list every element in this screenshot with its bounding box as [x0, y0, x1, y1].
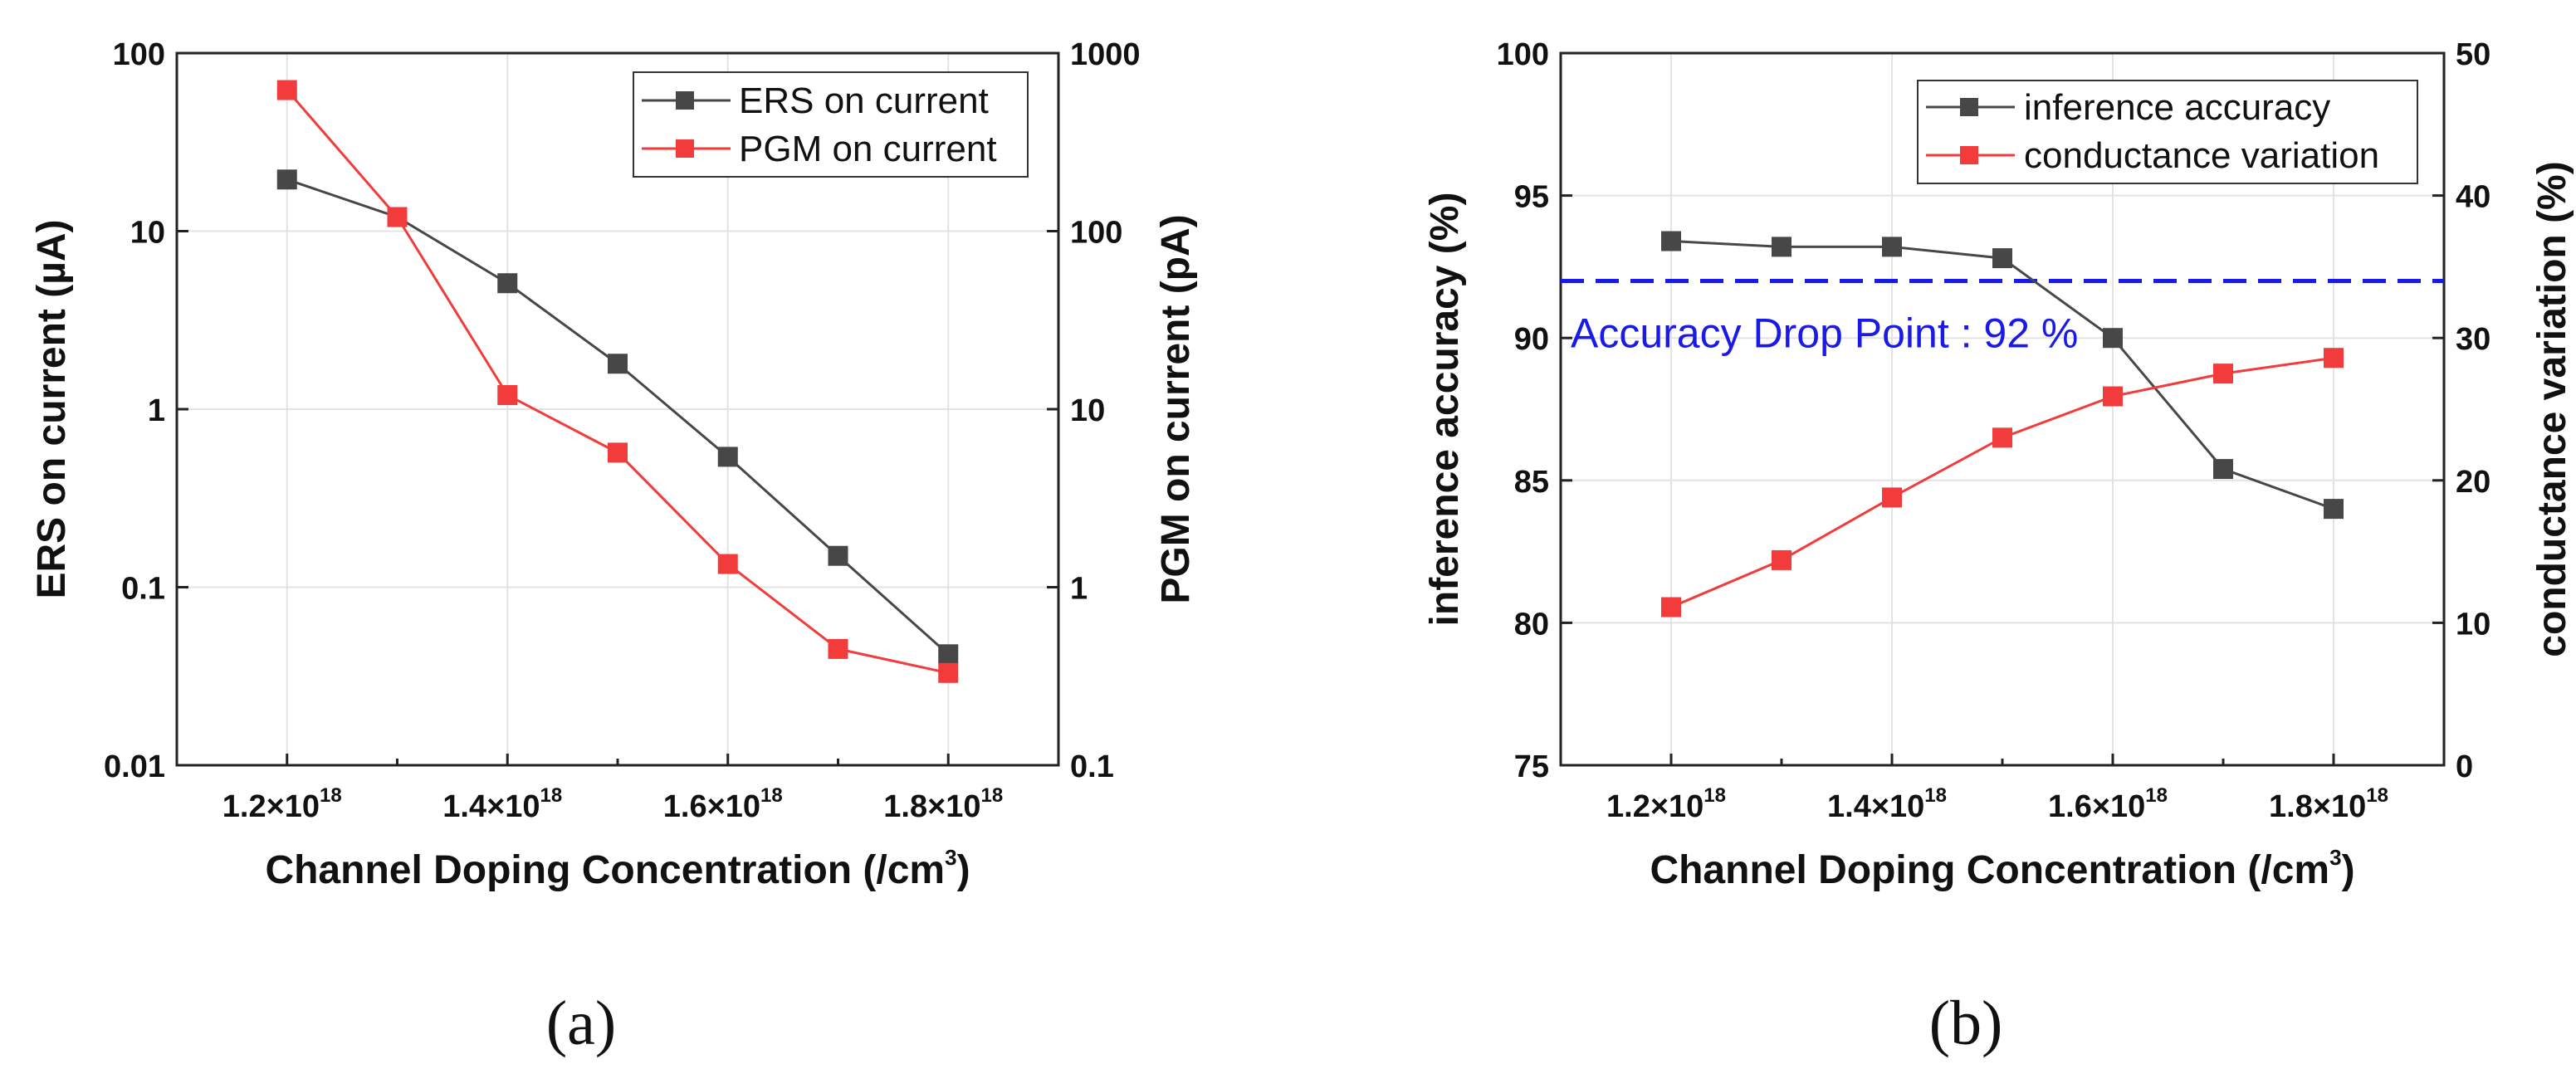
chart-b-series — [1661, 231, 2344, 617]
y2-tick-label: 1 — [1070, 572, 1088, 607]
y2-tick-label: 20 — [2456, 465, 2490, 500]
data-point-series-1 — [608, 354, 628, 374]
y2-tick-label: 100 — [1070, 216, 1122, 251]
chart-b-x-axis-label: Channel Doping Concentration (/cm3) — [1650, 845, 2354, 892]
panel-label-a: (a) — [546, 988, 616, 1058]
x-tick-label: 1.8×1018 — [883, 784, 1003, 824]
x-tick-label: 1.8×1018 — [2269, 784, 2388, 824]
y2-tick-label: 50 — [2456, 37, 2490, 72]
series-line-2 — [1670, 356, 2334, 608]
data-point-series-1 — [1992, 248, 2012, 269]
y-tick-label: 100 — [113, 37, 165, 72]
reference-line-label: Accuracy Drop Point : 92 % — [1571, 310, 2078, 357]
chart-b-axis-ticks: 1.2×1018 1.4×1018 1.6×1018 1.8×1018 75 80 85 90… — [1497, 37, 2491, 824]
y-tick-label: 10 — [130, 216, 165, 251]
y2-tick-label: 10 — [2456, 607, 2490, 642]
y2-tick-label: 0.1 — [1070, 749, 1114, 784]
data-point-series-2 — [276, 80, 297, 100]
data-point-series-2 — [2213, 364, 2233, 384]
data-point-series-1 — [828, 545, 848, 566]
data-point-series-1 — [2213, 459, 2233, 480]
chart-a-y2-axis-label: PGM on current (pA) — [1154, 214, 1198, 603]
x-tick-label: 1.2×1018 — [1606, 784, 1726, 824]
y-tick-label: 80 — [1514, 607, 1549, 642]
y-tick-label: 0.01 — [104, 749, 165, 784]
data-point-series-2 — [938, 662, 959, 683]
y2-tick-label: 40 — [2456, 180, 2490, 215]
legend-a-pgm-label: PGM on current — [739, 129, 997, 169]
chart-a-series — [276, 80, 959, 683]
chart-b-y-axis-label: inference accuracy (%) — [1423, 193, 1467, 627]
legend-a-ers-label: ERS on current — [739, 81, 989, 121]
data-point-series-2 — [608, 442, 628, 463]
data-point-series-1 — [1661, 231, 1681, 251]
data-point-series-1 — [1772, 237, 1791, 257]
data-point-series-1 — [717, 447, 738, 467]
data-point-series-2 — [387, 207, 408, 227]
legend-b-accuracy-label: inference accuracy — [2024, 87, 2330, 128]
data-point-series-2 — [717, 554, 738, 574]
y-tick-label: 0.1 — [121, 572, 165, 607]
data-point-series-2 — [2103, 386, 2123, 407]
chart-a-y-axis-label: ERS on current (µA) — [30, 219, 74, 598]
data-point-series-1 — [276, 169, 297, 190]
chart-b-reference: Accuracy Drop Point : 92 % — [1561, 279, 2444, 357]
chart-a-x-axis-label: Channel Doping Concentration (/cm3) — [265, 845, 970, 892]
chart-b-y2-axis-label: conductance variation (%) — [2530, 161, 2574, 657]
data-point-series-2 — [828, 638, 848, 659]
y-tick-label: 90 — [1514, 322, 1549, 357]
x-tick-label: 1.2×1018 — [222, 784, 342, 824]
data-point-series-1 — [938, 644, 959, 665]
data-point-series-2 — [497, 385, 518, 406]
y2-tick-label: 1000 — [1070, 37, 1141, 72]
data-point-series-2 — [1772, 549, 1791, 570]
panel-label-b: (b) — [1929, 988, 2003, 1058]
data-point-series-2 — [2324, 348, 2344, 369]
data-point-series-2 — [1882, 487, 1902, 508]
x-tick-label: 1.6×1018 — [663, 784, 783, 824]
legend-a-ers-marker — [676, 91, 694, 110]
legend-b-variation-marker — [1960, 146, 1978, 164]
chart-b-legend — [1917, 80, 2418, 184]
y-tick-label: 1 — [148, 393, 165, 428]
data-point-series-1 — [2324, 499, 2344, 520]
data-point-series-1 — [1882, 237, 1902, 257]
chart-b: 1.2×1018 1.4×1018 1.6×1018 1.8×1018 75 80 85 90… — [1423, 37, 2574, 1058]
data-point-series-2 — [1661, 597, 1681, 617]
legend-b-accuracy-marker — [1960, 98, 1978, 116]
y-tick-label: 85 — [1514, 465, 1549, 500]
legend-a-pgm-marker — [676, 139, 694, 158]
y2-tick-label: 0 — [2456, 749, 2473, 784]
chart-a-legend — [633, 71, 1029, 178]
data-point-series-1 — [497, 273, 518, 294]
data-point-series-2 — [1992, 427, 2012, 448]
chart-a-axis-ticks: 1.2×1018 1.4×1018 1.6×1018 1.8×1018 0.01 0.1 1… — [104, 37, 1141, 824]
legend-b-variation-label: conductance variation — [2024, 135, 2379, 176]
y-tick-label: 100 — [1497, 37, 1549, 72]
chart-a: 1.2×1018 1.4×1018 1.6×1018 1.8×1018 0.01 0.1 1… — [30, 37, 1198, 1058]
y-tick-label: 75 — [1514, 749, 1549, 784]
y-tick-label: 95 — [1514, 180, 1549, 215]
y2-tick-label: 30 — [2456, 322, 2490, 357]
y2-tick-label: 10 — [1070, 393, 1105, 428]
x-tick-label: 1.6×1018 — [2048, 784, 2168, 824]
x-tick-label: 1.4×1018 — [442, 784, 562, 824]
data-point-series-1 — [2103, 328, 2123, 349]
series-line-1 — [286, 178, 950, 656]
x-tick-label: 1.4×1018 — [1827, 784, 1947, 824]
